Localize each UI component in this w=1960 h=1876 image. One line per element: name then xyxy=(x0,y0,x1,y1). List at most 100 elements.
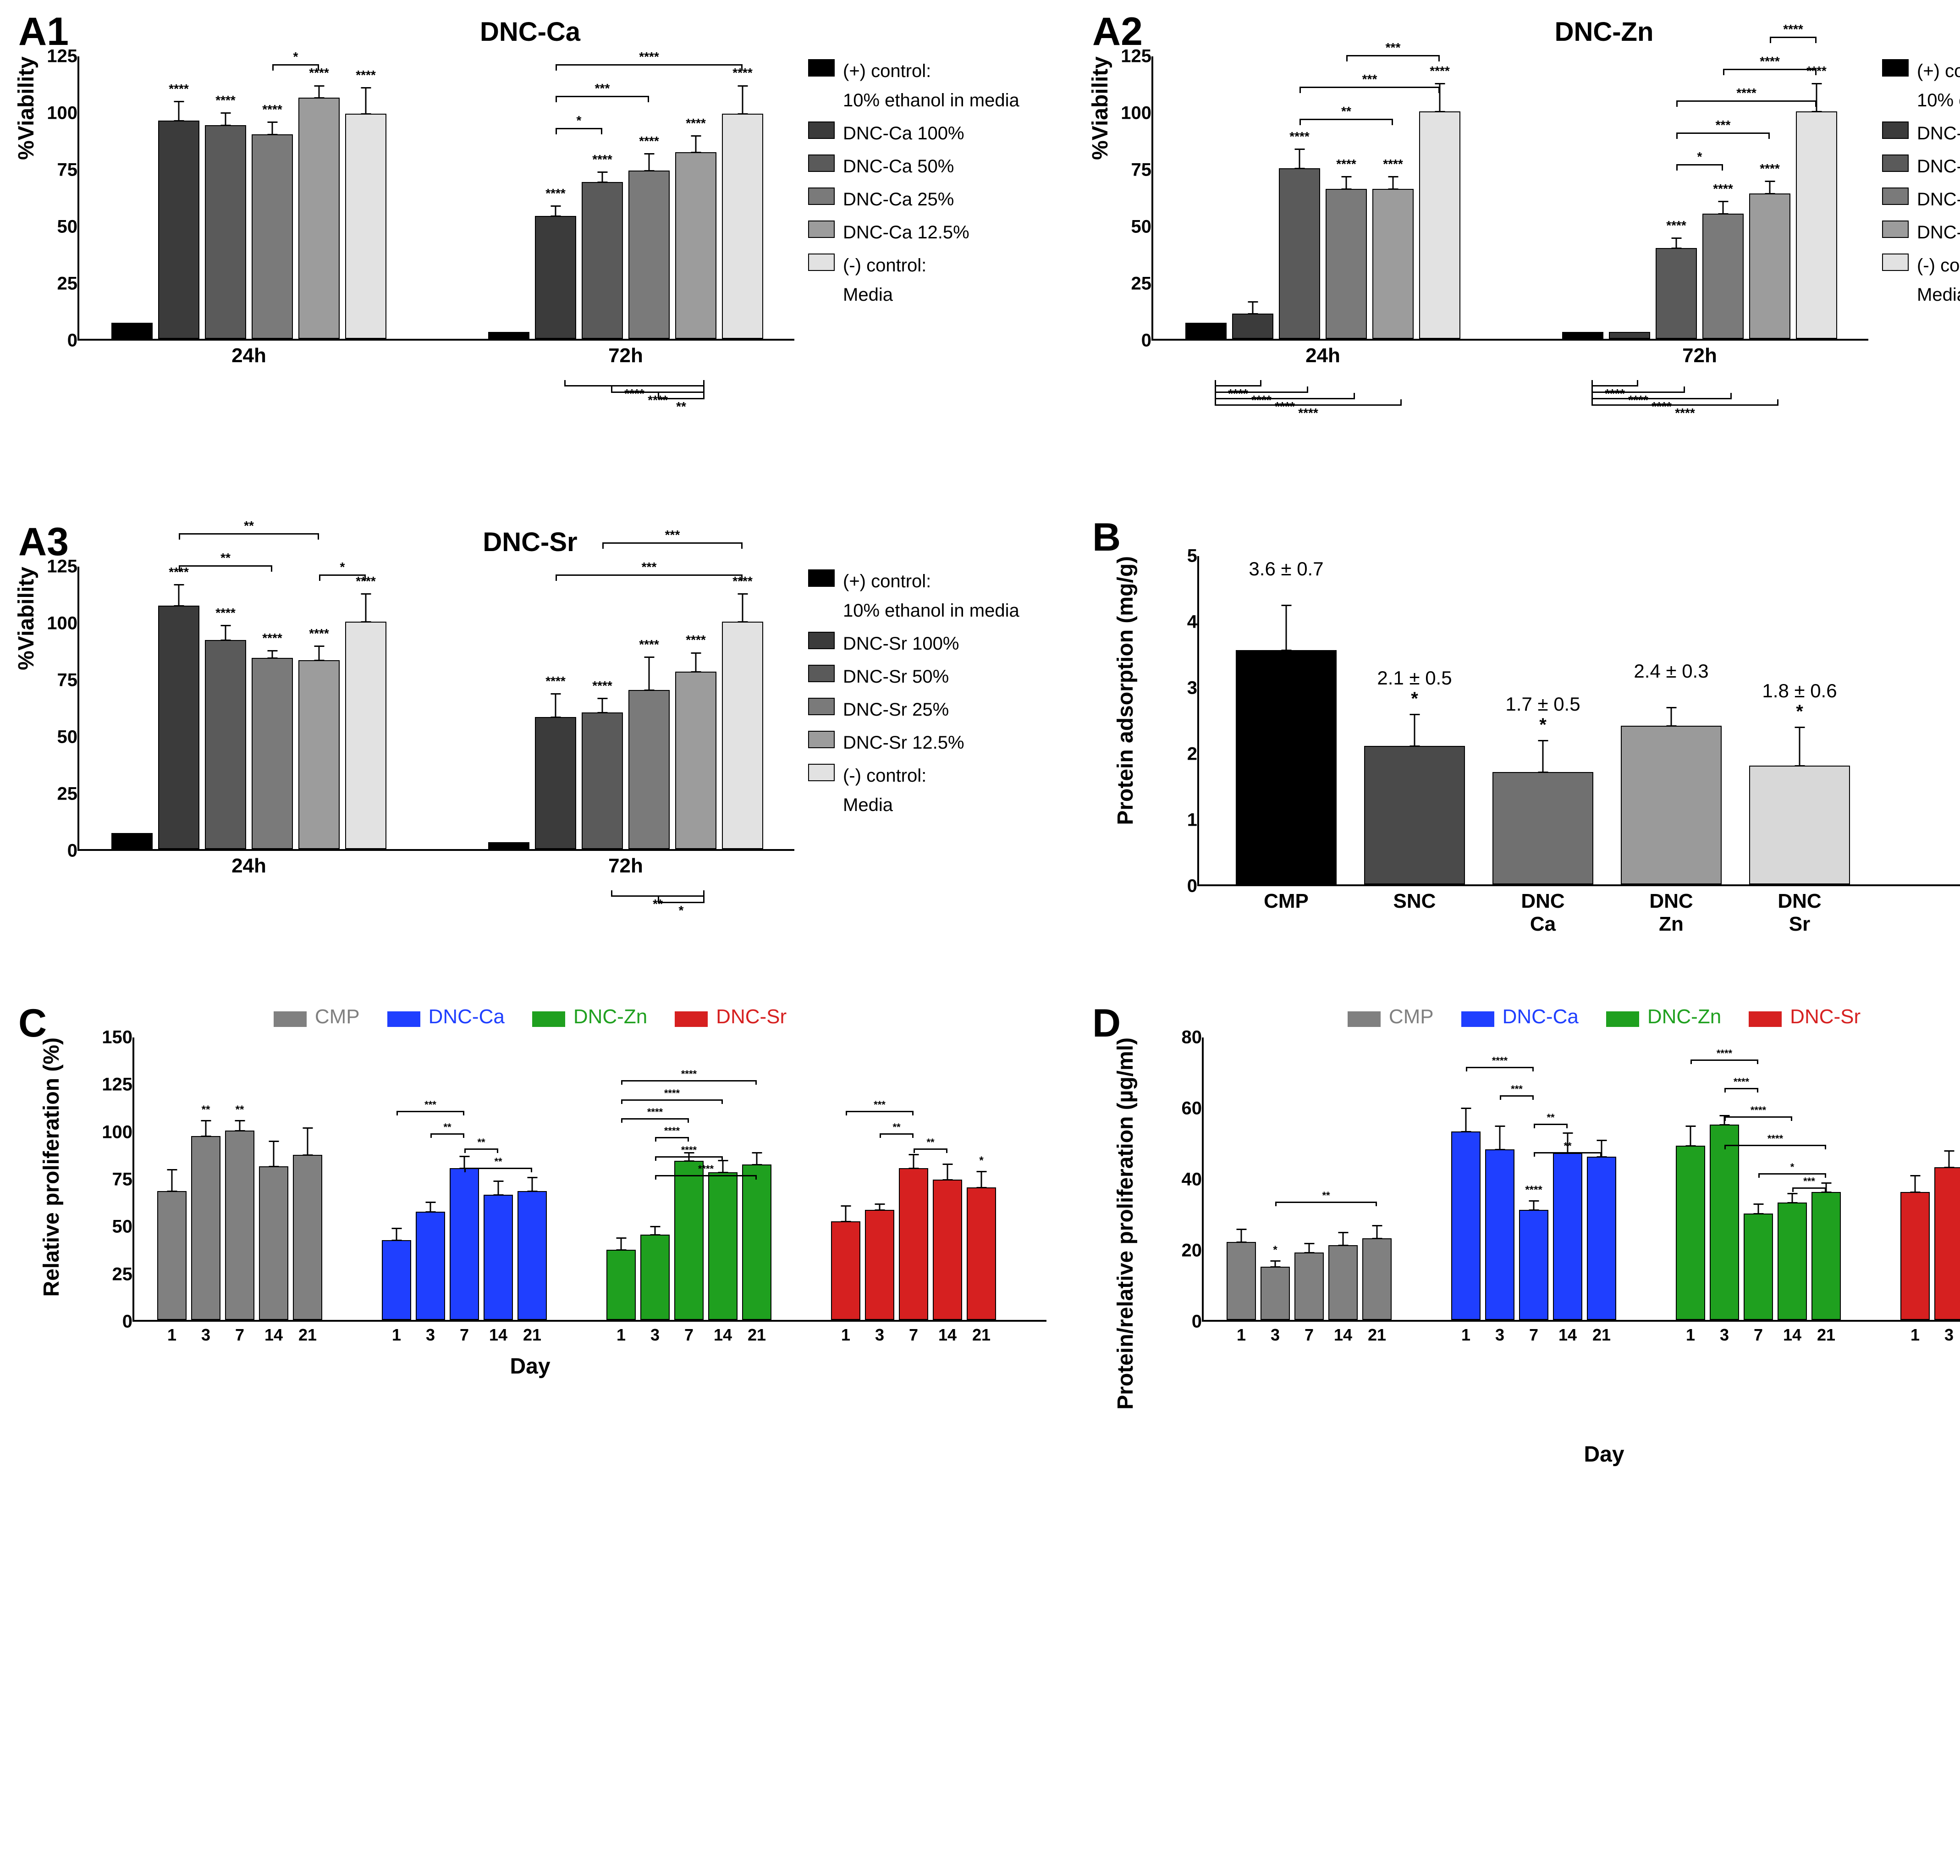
bar xyxy=(1934,1167,1960,1320)
sig-bracket: *** xyxy=(396,1111,464,1115)
sig-star: ** xyxy=(202,1104,210,1116)
sig-bracket: * xyxy=(1676,164,1723,171)
sig-bracket: **** xyxy=(621,1118,689,1123)
bar xyxy=(640,1235,670,1320)
y-ticks-d: 020406080 xyxy=(1174,1037,1202,1322)
bar xyxy=(1710,1125,1739,1320)
sig-bracket: **** xyxy=(655,1175,757,1180)
y-ticks-c: 0255075100125150 xyxy=(100,1037,132,1322)
y-tick: 25 xyxy=(57,274,78,294)
bar: **** xyxy=(675,152,716,339)
sig-bracket: **** xyxy=(1466,1067,1534,1071)
x-day-label: 21 xyxy=(748,1325,766,1345)
y-tick: 1 xyxy=(1187,810,1197,831)
legend-item: (+) control: 10% ethanol in media xyxy=(808,56,1046,115)
legend-text: (+) control: 10% ethanol in media xyxy=(1917,56,1960,115)
sig-star: ** xyxy=(236,1104,244,1116)
y-tick: 60 xyxy=(1182,1098,1202,1119)
sig-bracket: *** xyxy=(846,1111,914,1115)
legend-text: (+) control: 10% ethanol in media xyxy=(843,567,1019,625)
bar xyxy=(484,1195,513,1320)
legend-item: DNC-Ca 25% xyxy=(808,185,1046,214)
sig-bracket: **** xyxy=(1591,380,1638,386)
legend-item: DNC-Ca 50% xyxy=(808,152,1046,181)
bar xyxy=(1778,1203,1807,1320)
y-tick: 25 xyxy=(57,784,78,805)
y-tick: 0 xyxy=(122,1312,132,1332)
legend-text: DNC-Sr 100% xyxy=(843,629,959,658)
y-tick: 25 xyxy=(1131,274,1152,294)
legend-text: (-) control: Media xyxy=(843,761,926,820)
sig-bracket: ** xyxy=(914,1148,947,1153)
bar xyxy=(450,1168,479,1320)
bar xyxy=(1362,1238,1392,1320)
x-day-label: 14 xyxy=(1558,1325,1577,1345)
bar: **** xyxy=(298,660,340,849)
sig-bracket: *** xyxy=(1792,1187,1826,1192)
plot-c: 1**3**714211371421137142113714*21*******… xyxy=(132,1037,1046,1322)
y-tick: 0 xyxy=(1187,876,1197,897)
sig-bracket: *** xyxy=(1676,132,1770,139)
bar: 3.6 ± 0.7 xyxy=(1236,650,1337,884)
sig-bracket: **** xyxy=(1724,1145,1826,1149)
figure-grid: A1 DNC-Ca %Viability 0255075100125 *****… xyxy=(14,14,1946,1467)
bar xyxy=(111,833,153,849)
bar xyxy=(1232,314,1273,339)
bar xyxy=(1562,332,1603,339)
legend-text: DNC-Sr xyxy=(716,1005,787,1028)
sig-bracket: **** xyxy=(1591,399,1778,406)
legend-item: (+) control: 10% ethanol in media xyxy=(1882,56,1960,115)
plot-b: 3.6 ± 0.7CMP2.1 ± 0.5*SNC1.7 ± 0.5*DNC C… xyxy=(1197,556,1960,886)
bar xyxy=(1676,1146,1705,1320)
value-label: 3.6 ± 0.7 xyxy=(1249,558,1323,580)
y-tick: 40 xyxy=(1182,1170,1202,1190)
y-ticks-b: 012345 xyxy=(1174,556,1197,886)
sig-bracket: **** xyxy=(621,1099,723,1104)
panel-a2: A2 DNC-Zn %Viability 0255075100125 *****… xyxy=(1088,14,1960,460)
y-tick: 125 xyxy=(1121,46,1151,67)
x-day-label: 3 xyxy=(1271,1325,1280,1345)
sig-bracket: *** xyxy=(556,96,649,102)
x-day-label: 3 xyxy=(1495,1325,1504,1345)
y-tick: 80 xyxy=(1182,1027,1202,1048)
sig-bracket: *** xyxy=(1299,87,1440,93)
bar xyxy=(157,1191,187,1320)
below-brackets-a2: ******************************** xyxy=(1115,341,1832,460)
sig-bracket: **** xyxy=(1690,1059,1758,1064)
sig-bracket: ** xyxy=(658,393,705,399)
bar: 2.4 ± 0.3 xyxy=(1621,726,1722,884)
bar xyxy=(606,1250,636,1320)
sig-bracket: **** xyxy=(1723,69,1817,75)
sig-bracket: **** xyxy=(1215,380,1261,386)
bar xyxy=(1811,1192,1841,1320)
x-day-label: 3 xyxy=(426,1325,435,1345)
y-tick: 75 xyxy=(1131,160,1152,181)
legend-item: (-) control: Media xyxy=(1882,251,1960,309)
y-tick: 50 xyxy=(1131,217,1152,237)
legend-text: DNC-Zn 50% xyxy=(1917,152,1960,181)
bar: **** xyxy=(252,658,293,849)
sig-bracket: *** xyxy=(1500,1095,1534,1100)
legend-item: CMP xyxy=(274,1005,360,1028)
legend-text: CMP xyxy=(315,1005,360,1028)
y-axis-label: %Viability xyxy=(14,56,39,160)
sig-bracket: **** xyxy=(611,386,705,393)
y-axis-label: %Viability xyxy=(1088,56,1113,160)
bar: **** xyxy=(1519,1210,1548,1320)
bar: ** xyxy=(191,1136,220,1320)
sig-star: **** xyxy=(1289,129,1310,144)
sig-bracket: ** xyxy=(179,565,272,572)
y-tick: 75 xyxy=(57,160,78,181)
x-day-label: 14 xyxy=(714,1325,732,1345)
sig-star: **** xyxy=(639,637,659,652)
sig-bracket: ** xyxy=(611,890,705,897)
y-axis-label: Protein/relative proliferation (µg/ml) xyxy=(1113,1037,1138,1410)
legend-text: DNC-Ca 100% xyxy=(843,119,964,148)
bar xyxy=(899,1168,928,1320)
x-day-label: 1 xyxy=(1910,1325,1920,1345)
legend-a3: (+) control: 10% ethanol in media DNC-Sr … xyxy=(808,567,1046,851)
sig-bracket: **** xyxy=(1591,393,1732,399)
x-day-label: 21 xyxy=(1368,1325,1386,1345)
sig-bracket: ** xyxy=(1534,1152,1602,1157)
sig-star: **** xyxy=(545,186,566,201)
